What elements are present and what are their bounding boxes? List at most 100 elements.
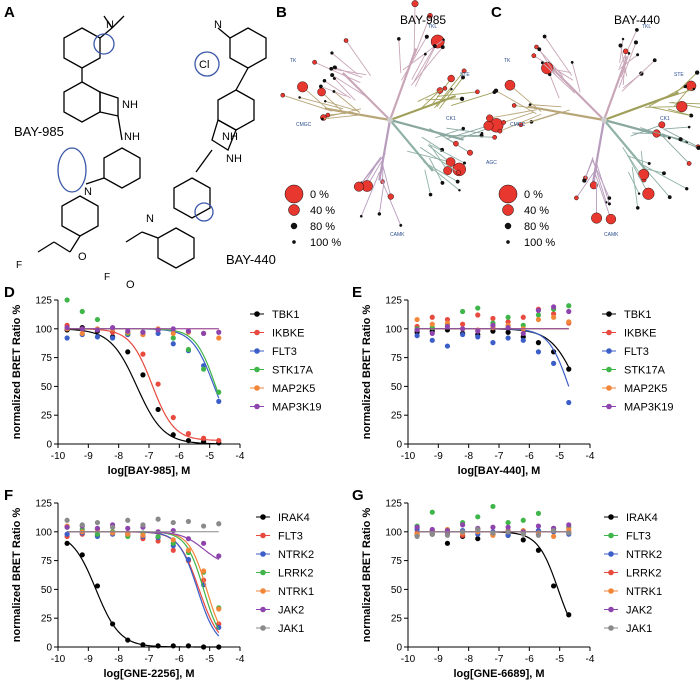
tree-title: BAY-440 (614, 13, 660, 27)
data-point-stk17a (185, 346, 192, 353)
tree-twig (631, 166, 639, 208)
data-point-map3k19 (429, 330, 435, 337)
methyl-bond-2 (111, 15, 125, 29)
data-point-irak4 (475, 536, 481, 542)
size-legend-dot (498, 184, 518, 204)
y-tick-label: 100 (385, 527, 402, 538)
legend-label-tbk1: TBK1 (272, 309, 300, 321)
data-point-flt3 (566, 399, 572, 406)
data-point-jak1 (140, 522, 146, 528)
data-point-map2k5 (216, 335, 222, 341)
kinase-dot (399, 223, 403, 227)
kinase-dot (493, 88, 499, 93)
legend-label-irak4: IRAK4 (278, 512, 310, 524)
data-point-irak4 (79, 552, 85, 558)
data-point-map3k19 (110, 325, 116, 331)
data-point-jak1 (125, 517, 131, 523)
tree-twig (380, 178, 402, 226)
data-point-stk17a (216, 389, 222, 395)
tree-twig (398, 38, 402, 74)
legend-marker (608, 569, 614, 576)
panel-label-e: E (352, 284, 362, 301)
x-tick-label: -4 (236, 451, 245, 462)
tree-title: BAY-985 (400, 13, 446, 27)
tree-twig (503, 111, 534, 123)
data-point-ntrk1 (201, 568, 207, 574)
kinase-dot (428, 192, 433, 197)
amine-link-985 (117, 115, 123, 141)
data-point-tbk1 (505, 329, 511, 335)
y-tick-label: 50 (391, 585, 403, 596)
tree-twig (627, 171, 640, 194)
atom-n-985: N (106, 19, 114, 31)
tree-twig (642, 167, 665, 174)
tree-twig (435, 128, 464, 139)
kinase-dot (591, 212, 603, 224)
tree-twig (626, 154, 649, 194)
legend-marker (254, 403, 260, 410)
data-point-jak1 (505, 529, 511, 535)
data-point-ntrk1 (125, 531, 131, 537)
size-legend-label: 100 % (524, 237, 555, 249)
tree-twig (434, 70, 465, 109)
x-tick-label: -7 (495, 451, 504, 462)
data-point-map3k19 (520, 330, 526, 337)
x-tick-label: -8 (114, 451, 123, 462)
kinase-dot (690, 114, 694, 118)
tree-group-label-tkl: TKL (642, 24, 651, 30)
kinase-dot (445, 157, 456, 167)
tree-branch-agc (389, 119, 434, 172)
size-legend-dot (288, 204, 300, 216)
data-point-irak4 (94, 583, 101, 589)
tree-twig (520, 112, 559, 126)
dimethylamine-bond-440 (217, 27, 231, 39)
data-point-map3k19 (201, 330, 207, 337)
y-tick-label: 125 (35, 296, 52, 307)
tree-twig (410, 46, 444, 86)
imidazole-ring-440 (211, 119, 237, 151)
chain-bond-985 (53, 241, 71, 253)
kinase-dot (531, 53, 537, 59)
kinase-dot (686, 161, 692, 166)
x-tick-label: -10 (51, 654, 66, 665)
kinase-dot (317, 87, 326, 97)
tree-twig (619, 29, 638, 68)
x-tick-label: -6 (525, 451, 534, 462)
atom-n-985-pip: N (84, 186, 92, 198)
tree-twig (414, 15, 431, 57)
legend-marker (260, 625, 266, 631)
data-point-irak4 (110, 621, 116, 627)
x-axis-label: log[GNE-2256], M (103, 668, 194, 680)
size-legend-label: 100 % (310, 237, 341, 249)
tree-twig (620, 53, 630, 78)
data-point-lrrk2 (94, 531, 101, 537)
atom-nh-440-2: NH (226, 153, 242, 165)
kinase-dot (483, 120, 494, 131)
data-point-irak4 (201, 644, 207, 650)
data-point-irak4 (535, 547, 542, 553)
tree-twig (334, 78, 356, 101)
data-point-irak4 (444, 540, 451, 546)
kinase-dot (424, 34, 429, 39)
tree-branch-cmgc (324, 107, 391, 122)
legend-marker (608, 625, 614, 631)
kinase-dot (447, 74, 455, 83)
kinase-dot (627, 52, 631, 55)
highlight-circle-440-n (194, 202, 214, 222)
data-point-map3k19 (216, 329, 222, 335)
tree-twig (413, 3, 416, 52)
data-point-ikbke (475, 312, 481, 318)
data-point-stk17a (475, 305, 481, 311)
kinase-dot (486, 114, 494, 122)
data-point-jak1 (216, 521, 222, 527)
data-point-stk17a (505, 314, 511, 320)
atom-nh-440-1: NH (222, 131, 238, 143)
y-tick-label: 0 (396, 440, 402, 451)
tree-twig (402, 39, 444, 71)
x-tick-label: -4 (586, 451, 595, 462)
data-point-jak1 (551, 528, 557, 534)
legend-marker (254, 348, 260, 354)
data-point-flt3 (429, 509, 435, 515)
kinase-dot (330, 73, 335, 78)
cf3-bond-440 (125, 231, 143, 243)
